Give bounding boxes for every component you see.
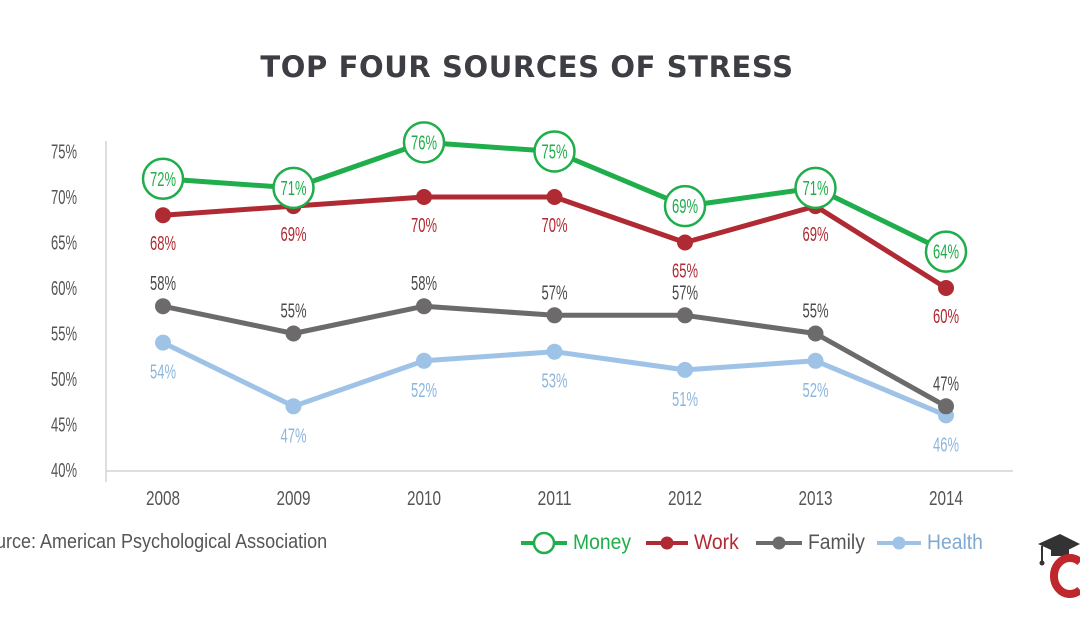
- data-label-money: 72%: [150, 169, 176, 191]
- legend-label-health: Health: [927, 531, 983, 554]
- data-point-family: [416, 298, 432, 315]
- data-label-money: 64%: [933, 242, 959, 264]
- data-label-work: 70%: [411, 215, 437, 237]
- data-label-money: 69%: [672, 196, 698, 218]
- data-label-work: 60%: [933, 306, 959, 328]
- y-tick-label: 70%: [51, 187, 77, 209]
- data-label-work: 69%: [803, 224, 829, 246]
- legend-item-work: Work: [644, 529, 743, 557]
- legend-label-work: Work: [694, 531, 739, 554]
- legend-swatch-work: [646, 536, 688, 550]
- data-label-family: 58%: [150, 273, 176, 295]
- data-point-money: [924, 230, 968, 273]
- data-label-money: 71%: [281, 178, 307, 200]
- data-point-family: [677, 307, 693, 324]
- data-point-health: [807, 352, 824, 369]
- y-tick-label: 40%: [51, 460, 77, 482]
- data-label-health: 51%: [672, 389, 698, 411]
- chart-title: TOP FOUR SOURCES OF STRESS: [260, 50, 794, 84]
- data-label-family: 47%: [933, 373, 959, 395]
- data-point-health: [285, 398, 302, 415]
- data-label-health: 52%: [803, 380, 829, 402]
- logo-icon: [1038, 534, 1080, 598]
- legend-label-money: Money: [573, 531, 631, 554]
- data-point-work: [677, 234, 693, 251]
- legend-label-family: Family: [808, 531, 865, 554]
- data-label-health: 46%: [933, 434, 959, 456]
- data-label-money: 75%: [542, 142, 568, 164]
- y-tick-label: 55%: [51, 324, 77, 346]
- data-label-family: 57%: [542, 282, 568, 304]
- legend-item-money: Money: [519, 529, 636, 557]
- data-point-money: [402, 121, 446, 164]
- data-label-family: 55%: [803, 301, 829, 323]
- data-label-health: 47%: [281, 425, 307, 447]
- data-point-family: [546, 307, 563, 324]
- data-point-money: [663, 184, 707, 228]
- x-tick-label: 2012: [668, 488, 702, 510]
- data-point-family: [807, 325, 824, 342]
- legend-swatch-family: [756, 536, 802, 550]
- x-tick-label: 2011: [538, 488, 572, 510]
- data-point-money: [533, 130, 576, 173]
- x-tick-label: 2010: [407, 488, 441, 510]
- y-tick-label: 45%: [51, 415, 77, 437]
- y-tick-label: 75%: [51, 142, 77, 164]
- data-point-work: [416, 189, 432, 205]
- y-tick-label: 65%: [51, 233, 77, 255]
- data-label-family: 57%: [672, 282, 698, 304]
- data-label-work: 70%: [542, 215, 568, 237]
- legend-item-health: Health: [875, 529, 988, 557]
- source-note: urce: American Psychological Association: [0, 531, 328, 553]
- data-point-work: [546, 189, 563, 205]
- x-tick-label: 2008: [146, 488, 180, 510]
- data-label-work: 68%: [150, 233, 176, 255]
- data-label-family: 58%: [411, 273, 437, 295]
- data-point-money: [272, 166, 315, 210]
- data-label-health: 53%: [542, 371, 568, 393]
- x-tick-label: 2013: [799, 488, 833, 510]
- legend-swatch-health: [877, 536, 921, 550]
- data-point-health: [416, 352, 432, 369]
- legend-swatch-money: [521, 531, 567, 555]
- data-point-money: [141, 157, 185, 201]
- data-label-money: 71%: [803, 178, 829, 200]
- data-point-money: [794, 166, 837, 210]
- data-point-work: [155, 207, 171, 224]
- data-point-family: [285, 325, 302, 342]
- y-tick-label: 50%: [51, 369, 77, 391]
- data-label-family: 55%: [281, 301, 307, 323]
- data-label-health: 52%: [411, 380, 437, 402]
- data-point-health: [677, 361, 693, 378]
- data-label-work: 69%: [281, 224, 307, 246]
- data-point-health: [546, 343, 563, 360]
- data-point-work: [938, 280, 954, 296]
- data-point-health: [155, 334, 171, 351]
- x-tick-label: 2009: [277, 488, 311, 510]
- y-tick-label: 60%: [51, 278, 77, 300]
- data-point-family: [938, 398, 954, 415]
- x-tick-label: 2014: [929, 488, 963, 510]
- data-label-health: 54%: [150, 362, 176, 384]
- data-point-family: [155, 298, 171, 315]
- legend-item-family: Family: [754, 529, 870, 557]
- data-label-money: 76%: [411, 132, 437, 154]
- data-label-work: 65%: [672, 261, 698, 283]
